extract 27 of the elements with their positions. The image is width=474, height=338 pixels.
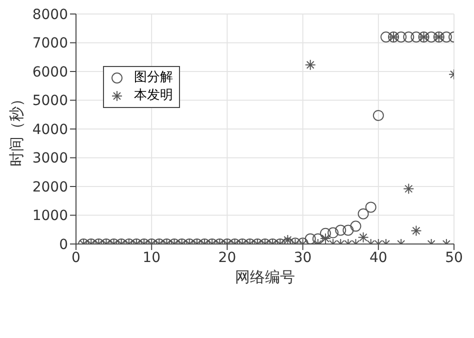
- x-tick-label: 10: [142, 250, 161, 266]
- legend-label: 图分解: [134, 69, 173, 87]
- x-tick-label: 20: [218, 250, 236, 266]
- point: [372, 110, 384, 121]
- y-tick-label: 5000: [32, 93, 68, 110]
- x-axis-title: 网络编号: [235, 268, 295, 286]
- y-axis-title: 时间（秒）: [7, 92, 26, 166]
- y-tick-label: 4000: [32, 122, 68, 138]
- y-tick-label: 3000: [32, 150, 68, 167]
- y-tick-label: 0: [59, 236, 68, 253]
- point: [410, 32, 422, 42]
- y-tick-label: 2000: [32, 179, 68, 196]
- y-tick-label: 1000: [32, 208, 68, 224]
- x-tick-label: 30: [294, 250, 312, 266]
- point: [396, 32, 407, 42]
- point: [426, 32, 437, 42]
- y-tick-label: 8000: [32, 6, 68, 23]
- legend-label: 本发明: [134, 87, 173, 105]
- point: [304, 59, 316, 70]
- y-tick-label: 6000: [32, 64, 68, 80]
- point: [403, 32, 414, 42]
- point: [380, 32, 392, 42]
- x-tick-label: 0: [72, 250, 80, 266]
- y-tick-label: 7000: [32, 36, 68, 52]
- x-tick-label: 50: [445, 250, 463, 266]
- point: [440, 32, 452, 42]
- x-tick-label: 40: [369, 250, 388, 266]
